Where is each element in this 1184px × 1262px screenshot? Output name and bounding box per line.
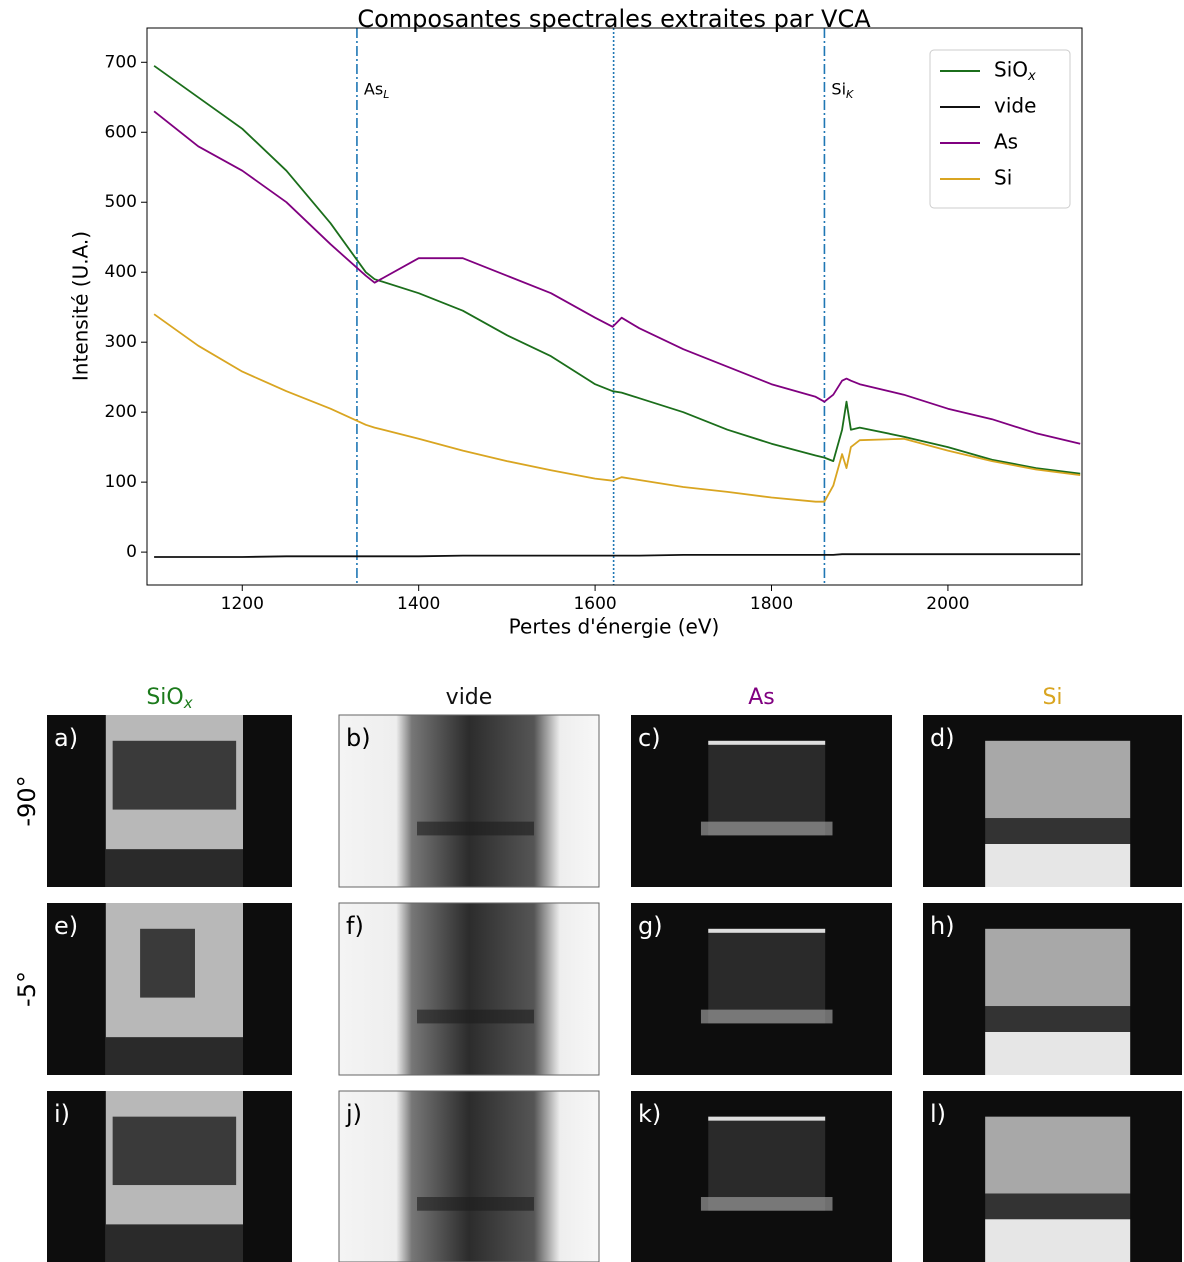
y-tick-label: 500 (105, 192, 137, 212)
subscript: x (183, 694, 193, 712)
map-band (417, 1197, 534, 1211)
map-edge (708, 1116, 826, 1121)
series-line (153, 110, 1081, 445)
x-tick-label: 1400 (397, 594, 440, 614)
y-tick-label: 0 (126, 542, 137, 562)
subscript: x (1027, 69, 1036, 84)
map-image (923, 715, 1182, 887)
map-core (112, 1116, 237, 1186)
y-tick-label: 100 (105, 472, 137, 492)
map-background (338, 902, 600, 1076)
map-edge (708, 740, 826, 745)
map-bottom (985, 844, 1131, 887)
series-line (153, 65, 1081, 475)
map-image (47, 1091, 292, 1262)
series-line (153, 313, 1081, 503)
column-title: As (748, 685, 775, 710)
map-body (985, 740, 1131, 819)
map-image (923, 903, 1182, 1075)
map-image (923, 1091, 1182, 1262)
panel-label: f) (346, 912, 364, 940)
panel-label: i) (54, 1100, 70, 1128)
map-body (985, 928, 1131, 1007)
map-spots (700, 821, 833, 836)
map-body (708, 1116, 826, 1211)
panel-label: c) (638, 724, 661, 752)
column-title: SiOx (146, 685, 192, 712)
map-image (338, 902, 600, 1076)
map-band (105, 1037, 243, 1075)
map-bottom (985, 1219, 1131, 1262)
column-title: Si (1042, 685, 1062, 710)
map-body (708, 740, 826, 836)
map-band (985, 818, 1131, 844)
y-tick-label: 300 (105, 332, 137, 352)
y-tick-label: 400 (105, 262, 137, 282)
x-tick-label: 2000 (926, 594, 969, 614)
map-image (47, 903, 292, 1075)
subscript: L (383, 88, 389, 101)
panel-label: h) (930, 912, 955, 940)
x-axis-label: Pertes d'énergie (eV) (509, 615, 720, 639)
legend-box (929, 49, 1071, 209)
map-band (985, 1193, 1131, 1220)
map-core (112, 740, 237, 810)
y-axis-label: Intensité (U.A.) (69, 231, 93, 381)
map-band (105, 1224, 243, 1262)
map-image (338, 1090, 600, 1262)
plot-frame (146, 27, 1083, 586)
map-background (338, 714, 600, 888)
legend-label: vide (994, 94, 1036, 118)
x-tick-label: 1600 (573, 594, 616, 614)
map-image (631, 903, 892, 1075)
x-tick-label: 1200 (221, 594, 264, 614)
subscript: K (846, 88, 854, 101)
panel-label: b) (346, 724, 371, 752)
series-line (154, 553, 1081, 558)
panel-label: a) (54, 724, 78, 752)
panel-label: k) (638, 1100, 661, 1128)
map-image (631, 715, 892, 887)
map-band (417, 1009, 534, 1024)
y-tick-label: 600 (105, 122, 137, 142)
panel-label: g) (638, 912, 663, 940)
edge-label: SiK (831, 80, 854, 102)
panel-label: e) (54, 912, 78, 940)
map-image (47, 715, 292, 887)
row-label: -90° (13, 775, 41, 826)
legend-label: Si (994, 166, 1012, 190)
map-body (708, 928, 826, 1024)
map-core (140, 928, 195, 998)
column-title: vide (446, 685, 493, 710)
y-tick-label: 200 (105, 402, 137, 422)
map-background (338, 1090, 600, 1262)
map-band (105, 849, 243, 887)
x-tick-label: 1800 (750, 594, 793, 614)
map-spots (700, 1197, 833, 1211)
map-body (985, 1116, 1131, 1194)
panel-label: l) (930, 1100, 946, 1128)
map-image (631, 1091, 892, 1262)
row-label: -5° (13, 971, 41, 1007)
edge-label: AsL (364, 80, 389, 102)
y-tick-label: 700 (105, 52, 137, 72)
map-image (338, 714, 600, 888)
map-bottom (985, 1032, 1131, 1075)
panel-label: d) (930, 724, 955, 752)
map-spots (700, 1009, 833, 1024)
map-edge (708, 928, 826, 933)
map-band (985, 1006, 1131, 1032)
map-band (417, 821, 534, 836)
legend-label: As (994, 130, 1018, 154)
panel-label: j) (345, 1100, 362, 1128)
